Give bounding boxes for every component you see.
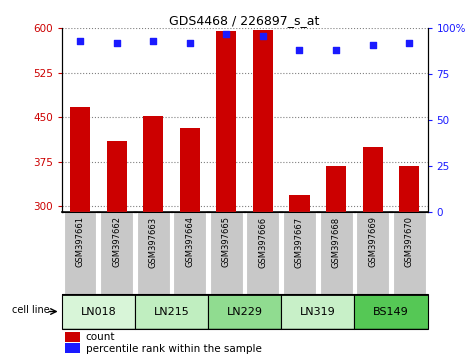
Text: cell line: cell line <box>12 305 50 315</box>
Bar <box>253 29 273 212</box>
Bar <box>320 212 352 294</box>
Bar <box>216 31 237 212</box>
Bar <box>399 166 419 212</box>
Bar <box>283 212 316 294</box>
Point <box>405 40 413 46</box>
Text: LN319: LN319 <box>300 307 336 316</box>
Text: count: count <box>86 332 115 342</box>
Text: GSM397669: GSM397669 <box>368 216 377 268</box>
Point <box>149 38 157 44</box>
Bar <box>66 343 80 353</box>
Bar <box>281 294 354 329</box>
Bar <box>210 212 243 294</box>
Point <box>369 42 377 48</box>
Bar <box>173 212 206 294</box>
Bar <box>326 166 346 212</box>
Bar <box>143 116 163 212</box>
Text: GSM397670: GSM397670 <box>405 216 414 268</box>
Bar <box>362 147 383 212</box>
Bar <box>137 212 170 294</box>
Text: GSM397664: GSM397664 <box>185 216 194 268</box>
Bar <box>106 141 127 212</box>
Bar <box>70 107 90 212</box>
Text: GSM397666: GSM397666 <box>258 216 267 268</box>
Point <box>295 47 304 53</box>
Point <box>332 47 340 53</box>
Text: LN215: LN215 <box>153 307 190 316</box>
Bar <box>354 294 428 329</box>
Bar <box>64 212 96 294</box>
Point <box>113 40 121 46</box>
Bar <box>393 212 426 294</box>
Text: GSM397668: GSM397668 <box>332 216 341 268</box>
Text: LN018: LN018 <box>80 307 116 316</box>
Text: percentile rank within the sample: percentile rank within the sample <box>86 343 261 354</box>
Point <box>259 33 267 39</box>
Bar <box>208 294 281 329</box>
Text: GSM397662: GSM397662 <box>112 216 121 268</box>
Point <box>76 38 84 44</box>
Bar <box>62 294 135 329</box>
Text: GSM397665: GSM397665 <box>222 216 231 268</box>
Bar <box>356 212 389 294</box>
Text: LN229: LN229 <box>227 307 263 316</box>
Bar <box>100 212 133 294</box>
Bar <box>180 128 200 212</box>
Bar <box>66 332 80 342</box>
Bar <box>135 294 208 329</box>
Bar <box>247 212 279 294</box>
Point <box>222 31 230 37</box>
Bar <box>289 195 310 212</box>
Text: BS149: BS149 <box>373 307 409 316</box>
Text: GSM397661: GSM397661 <box>76 216 85 268</box>
Text: GSM397667: GSM397667 <box>295 216 304 268</box>
Point <box>186 40 194 46</box>
Title: GDS4468 / 226897_s_at: GDS4468 / 226897_s_at <box>170 14 320 27</box>
Text: GSM397663: GSM397663 <box>149 216 158 268</box>
